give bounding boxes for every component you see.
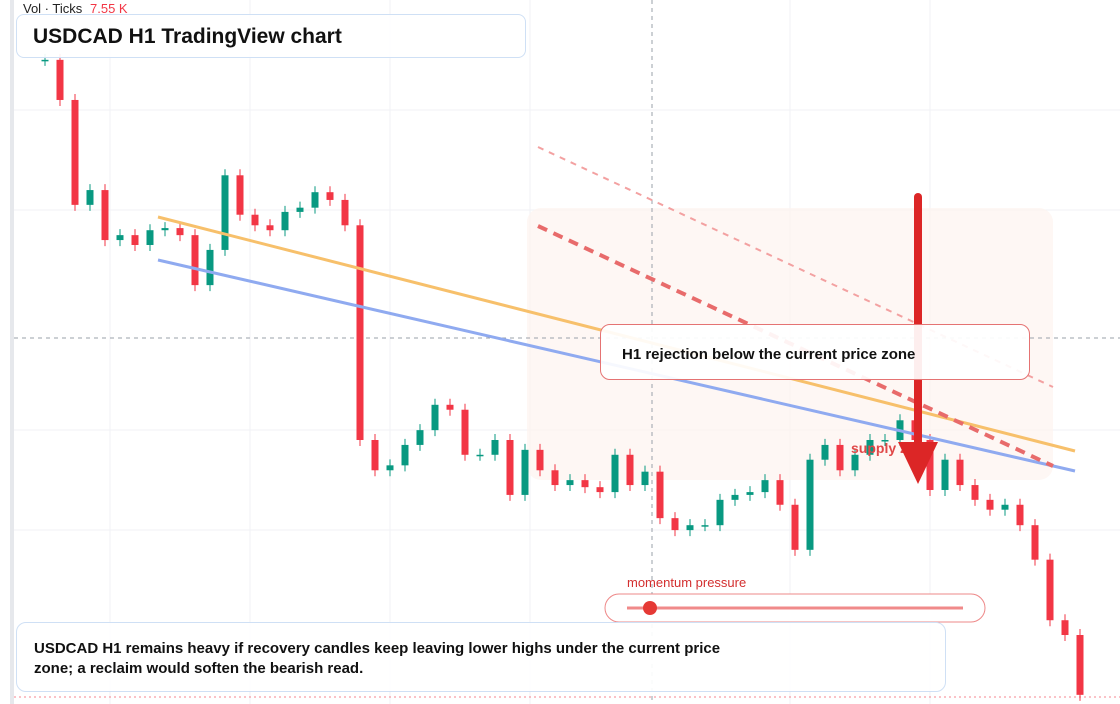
candle-body (296, 207, 304, 212)
candle-body (431, 404, 439, 431)
candle-body (671, 518, 679, 531)
candle-body (1076, 635, 1084, 695)
candle-body (776, 480, 784, 505)
candle-body (491, 440, 499, 455)
channel-line-lower (537, 224, 1054, 468)
slider-thumb[interactable] (643, 601, 657, 615)
candle-body (836, 444, 844, 471)
slider-label: momentum pressure (627, 575, 746, 590)
candle-body (866, 440, 874, 455)
caption: USDCAD H1 remains heavy if recovery cand… (34, 640, 721, 677)
candle-body (656, 471, 664, 519)
candle-body (821, 444, 829, 460)
candle-body (266, 225, 274, 231)
candle-body (86, 190, 94, 205)
indicator-value: 7.55 K (90, 1, 128, 16)
candle-body (761, 480, 769, 493)
candle-body (416, 430, 424, 445)
candle-body (1061, 620, 1069, 636)
candle-body (386, 465, 394, 471)
candle-body (206, 249, 214, 286)
candle-body (1016, 504, 1024, 526)
candle-body (506, 440, 514, 495)
candle-body (1031, 525, 1039, 560)
annotation: H1 rejection below the current price zon… (622, 346, 916, 363)
candle-body (701, 525, 709, 527)
candle-body (356, 225, 364, 440)
candle-body (986, 499, 994, 510)
candle-body (476, 454, 484, 457)
candle-body (221, 175, 229, 250)
candle-body (191, 235, 199, 286)
candle-body (401, 444, 409, 466)
candle-body (146, 230, 154, 245)
candle-body (881, 440, 889, 442)
candle-body (341, 199, 349, 226)
candle-body (611, 454, 619, 493)
candle-body (41, 59, 49, 62)
candle-body (626, 454, 634, 486)
candle-body (941, 459, 949, 490)
candles (41, 53, 1084, 701)
candle-body (371, 440, 379, 471)
candle-body (581, 480, 589, 488)
candle-body (551, 470, 559, 486)
candle-body (461, 409, 469, 455)
candle-body (56, 59, 64, 100)
candle-body (1046, 559, 1054, 621)
indicator-name: Vol · Ticks (23, 1, 83, 16)
candle-body (956, 459, 964, 486)
title: USDCAD H1 TradingView chart (33, 25, 342, 48)
candle-body (131, 235, 139, 245)
arrow-head (898, 442, 938, 484)
candle-body (521, 449, 529, 495)
annotation-box: H1 rejection below the current price zon… (600, 324, 1030, 380)
candle-body (566, 480, 574, 486)
candle-body (1001, 504, 1009, 510)
left-border (10, 0, 14, 704)
candle-body (641, 471, 649, 486)
candle-body (236, 175, 244, 215)
caption-box: USDCAD H1 remains heavy if recovery cand… (16, 622, 946, 692)
candle-body (536, 449, 544, 471)
candle-body (161, 228, 169, 231)
candle-body (971, 485, 979, 500)
candle-body (101, 190, 109, 241)
candle-body (326, 192, 334, 200)
candle-body (686, 525, 694, 531)
candle-body (446, 404, 454, 410)
candle-body (806, 459, 814, 550)
candle-body (731, 494, 739, 500)
candle-body (716, 499, 724, 526)
candle-body (791, 504, 799, 550)
candle-body (596, 487, 604, 493)
candle-body (926, 440, 934, 490)
candle-body (746, 492, 754, 495)
candle-body (281, 211, 289, 231)
title-box: USDCAD H1 TradingView chart (16, 14, 526, 58)
candle-body (116, 235, 124, 241)
candle-body (251, 214, 259, 226)
candle-body (311, 192, 319, 208)
candle-body (176, 228, 184, 236)
candle-body (71, 99, 79, 205)
candle-body (851, 454, 859, 471)
